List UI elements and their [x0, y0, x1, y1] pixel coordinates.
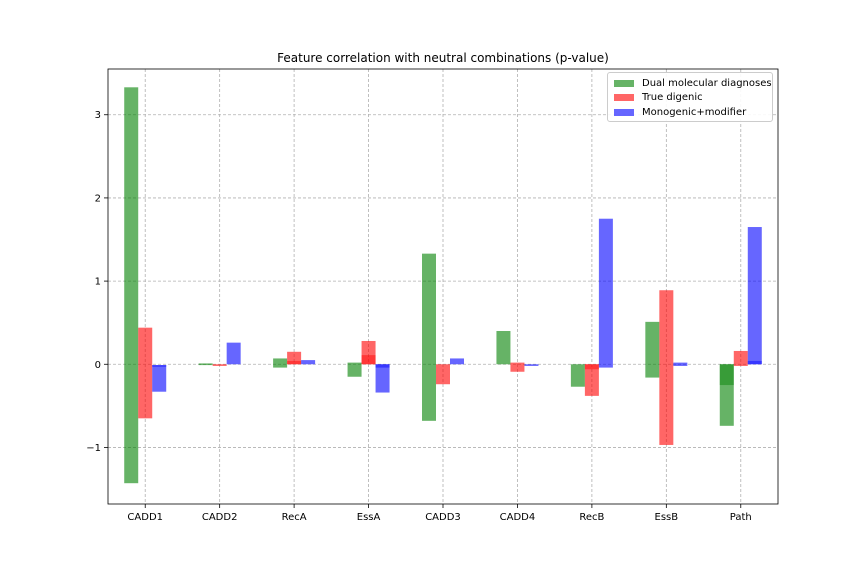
x-tick-label: CADD1 — [127, 512, 163, 523]
legend-swatch-monogenic — [614, 108, 634, 116]
bar-0-4 — [422, 253, 436, 421]
x-tick-label: Path — [730, 512, 752, 523]
bar-2-6 — [598, 218, 613, 368]
x-tick-label: RecB — [579, 512, 604, 523]
x-tick-label: RecA — [282, 512, 307, 523]
bar-1-6 — [584, 364, 599, 396]
legend: Dual molecular diagnoses True digenic Mo… — [607, 72, 773, 122]
bar-overlap-0-8 — [719, 364, 734, 386]
legend-label-monogenic: Monogenic+modifier — [642, 106, 747, 118]
y-axis: −1 0 1 2 3 — [86, 110, 108, 454]
legend-label-dual: Dual molecular diagnoses — [642, 77, 772, 89]
bar-0-5 — [496, 330, 511, 365]
bar-1-8 — [733, 350, 748, 366]
legend-item-monogenic: Monogenic+modifier — [614, 105, 766, 120]
bar-2-1 — [226, 342, 241, 365]
y-tick-label: 2 — [95, 193, 101, 204]
bar-0-7 — [645, 321, 660, 378]
bar-overlap-1-6 — [584, 364, 599, 370]
bar-1-5 — [510, 362, 525, 372]
bar-marks — [124, 87, 762, 484]
bar-1-7 — [659, 290, 674, 445]
bar-0-0 — [124, 87, 139, 484]
x-tick-label: CADD3 — [425, 512, 461, 523]
bar-2-7 — [673, 362, 688, 366]
bar-0-2 — [273, 358, 288, 368]
x-axis: CADD1 CADD2 RecA EssA CADD3 CADD4 RecB EssB Path — [127, 504, 752, 523]
bar-overlap-1-2 — [287, 360, 302, 365]
legend-swatch-dual — [614, 79, 634, 87]
bar-2-0 — [152, 365, 167, 392]
bar-2-4 — [450, 358, 464, 365]
bar-1-2 — [287, 351, 302, 365]
legend-item-true-digenic: True digenic — [614, 91, 766, 106]
bar-0-6 — [570, 364, 585, 387]
bar-2-5 — [524, 364, 539, 366]
bar-2-3 — [375, 364, 390, 393]
legend-swatch-true-digenic — [614, 94, 634, 102]
bar-0-3 — [347, 362, 362, 377]
y-tick-label: 1 — [95, 277, 101, 288]
grid-lines — [108, 69, 778, 504]
x-tick-label: EssB — [655, 512, 679, 523]
y-tick-label: 3 — [95, 110, 101, 121]
bar-overlap-2-0 — [152, 365, 167, 367]
bar-1-4 — [436, 364, 450, 385]
bar-1-3 — [361, 340, 376, 365]
bar-0-8 — [719, 364, 734, 426]
x-tick-label: CADD2 — [202, 512, 238, 523]
x-tick-label: CADD4 — [500, 512, 536, 523]
bar-1-0 — [138, 327, 153, 419]
legend-label-true-digenic: True digenic — [642, 92, 703, 104]
bar-overlap-1-3 — [361, 355, 376, 365]
y-tick-label: −1 — [86, 443, 101, 454]
bar-overlap-2-8 — [747, 360, 762, 365]
bar-2-2 — [301, 360, 316, 365]
legend-item-dual: Dual molecular diagnoses — [614, 76, 772, 91]
bar-2-8 — [747, 227, 762, 365]
x-tick-label: EssA — [357, 512, 381, 523]
bar-overlap-2-3 — [375, 364, 390, 368]
chart-title: Feature correlation with neutral combina… — [277, 51, 609, 65]
y-tick-label: 0 — [95, 360, 101, 371]
bar-0-1 — [198, 363, 213, 366]
bar-1-1 — [212, 364, 227, 366]
